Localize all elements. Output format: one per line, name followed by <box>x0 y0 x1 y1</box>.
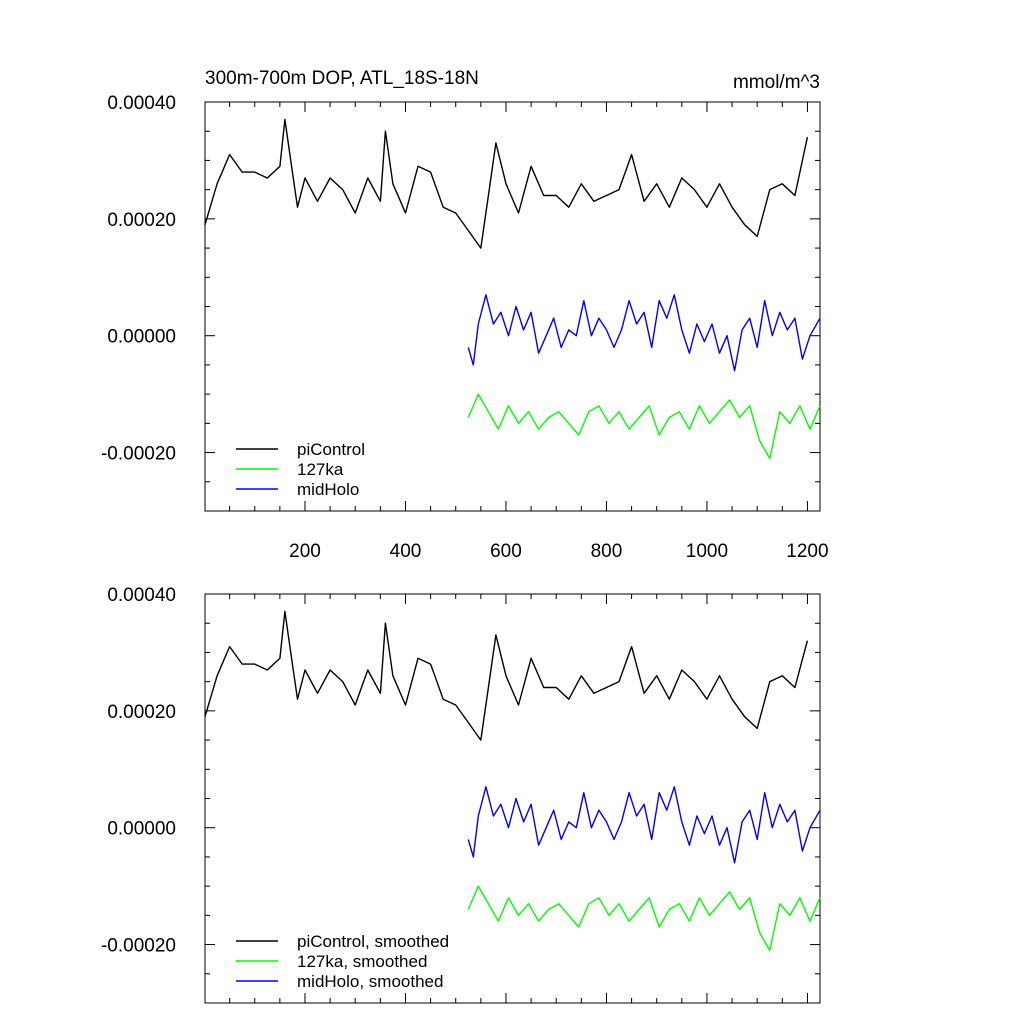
top-x-tick-label: 200 <box>289 541 321 562</box>
bottom-y-tick-label: 0.00020 <box>107 702 176 723</box>
top-y-tick-label: 0.00040 <box>107 93 176 114</box>
bottom-legend-label: 127ka, smoothed <box>297 952 427 971</box>
top-series-line-3 <box>467 294 821 372</box>
top-legend-label: piControl <box>297 440 365 459</box>
bottom-panel: 0.00040 0.00020 0.00000 -0.00020 piControl, … <box>101 585 821 1004</box>
top-y-tick-label: 0.00000 <box>107 327 176 348</box>
figure-title: 300m-700m DOP, ATL_18S-18N <box>205 68 479 89</box>
top-x-tick-label: 600 <box>490 541 522 562</box>
top-series-line-2 <box>467 393 821 460</box>
bottom-y-tick-label: 0.00040 <box>107 585 176 606</box>
top-legend-label: midHolo <box>297 480 359 499</box>
top-x-tick-label: 1000 <box>686 541 728 562</box>
top-y-tick-label: 0.00020 <box>107 210 176 231</box>
bottom-series-line-3 <box>467 786 821 864</box>
bottom-y-tick-label: -0.00020 <box>101 936 176 957</box>
top-x-tick-label: 400 <box>390 541 422 562</box>
top-series-line-1 <box>204 118 809 249</box>
top-panel: 0.00040 0.00020 0.00000 -0.00020 200 400 600 80… <box>101 93 829 562</box>
units-label: mmol/m^3 <box>733 72 820 93</box>
bottom-legend-label: midHolo, smoothed <box>297 972 443 991</box>
bottom-legend-label: piControl, smoothed <box>297 932 449 951</box>
bottom-y-tick-label: 0.00000 <box>107 819 176 840</box>
top-y-tick-label: -0.00020 <box>101 444 176 465</box>
bottom-series-line-2 <box>467 885 821 952</box>
top-x-tick-label: 1200 <box>786 541 828 562</box>
top-legend-label: 127ka <box>297 460 344 479</box>
top-x-tick-label: 800 <box>591 541 623 562</box>
bottom-series-line-1 <box>204 610 809 741</box>
